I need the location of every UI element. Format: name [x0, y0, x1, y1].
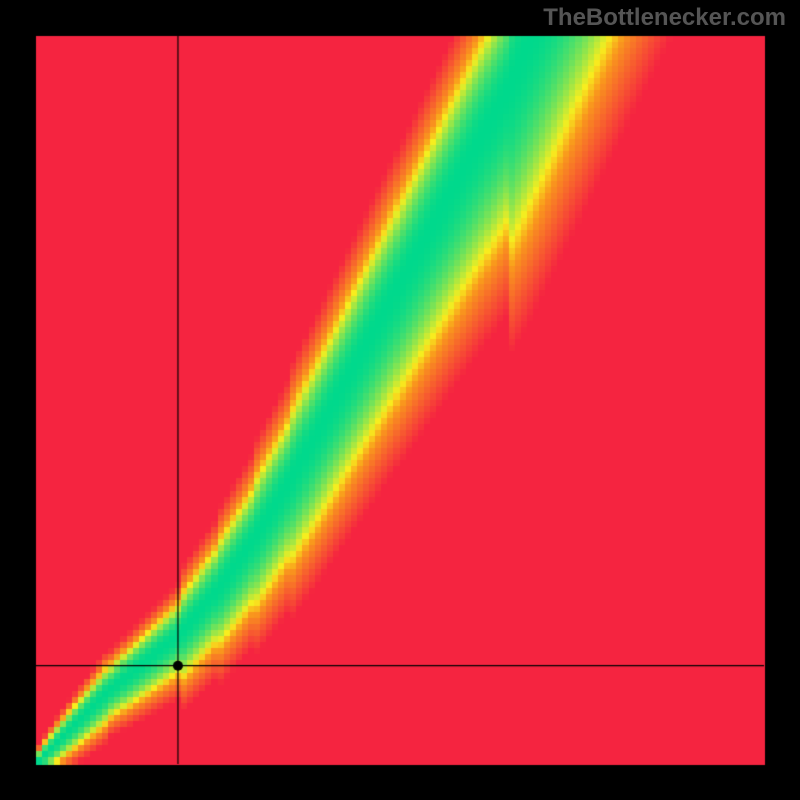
watermark-label: TheBottlenecker.com	[543, 4, 786, 32]
bottleneck-heatmap	[0, 0, 800, 800]
chart-container: TheBottlenecker.com	[0, 0, 800, 800]
